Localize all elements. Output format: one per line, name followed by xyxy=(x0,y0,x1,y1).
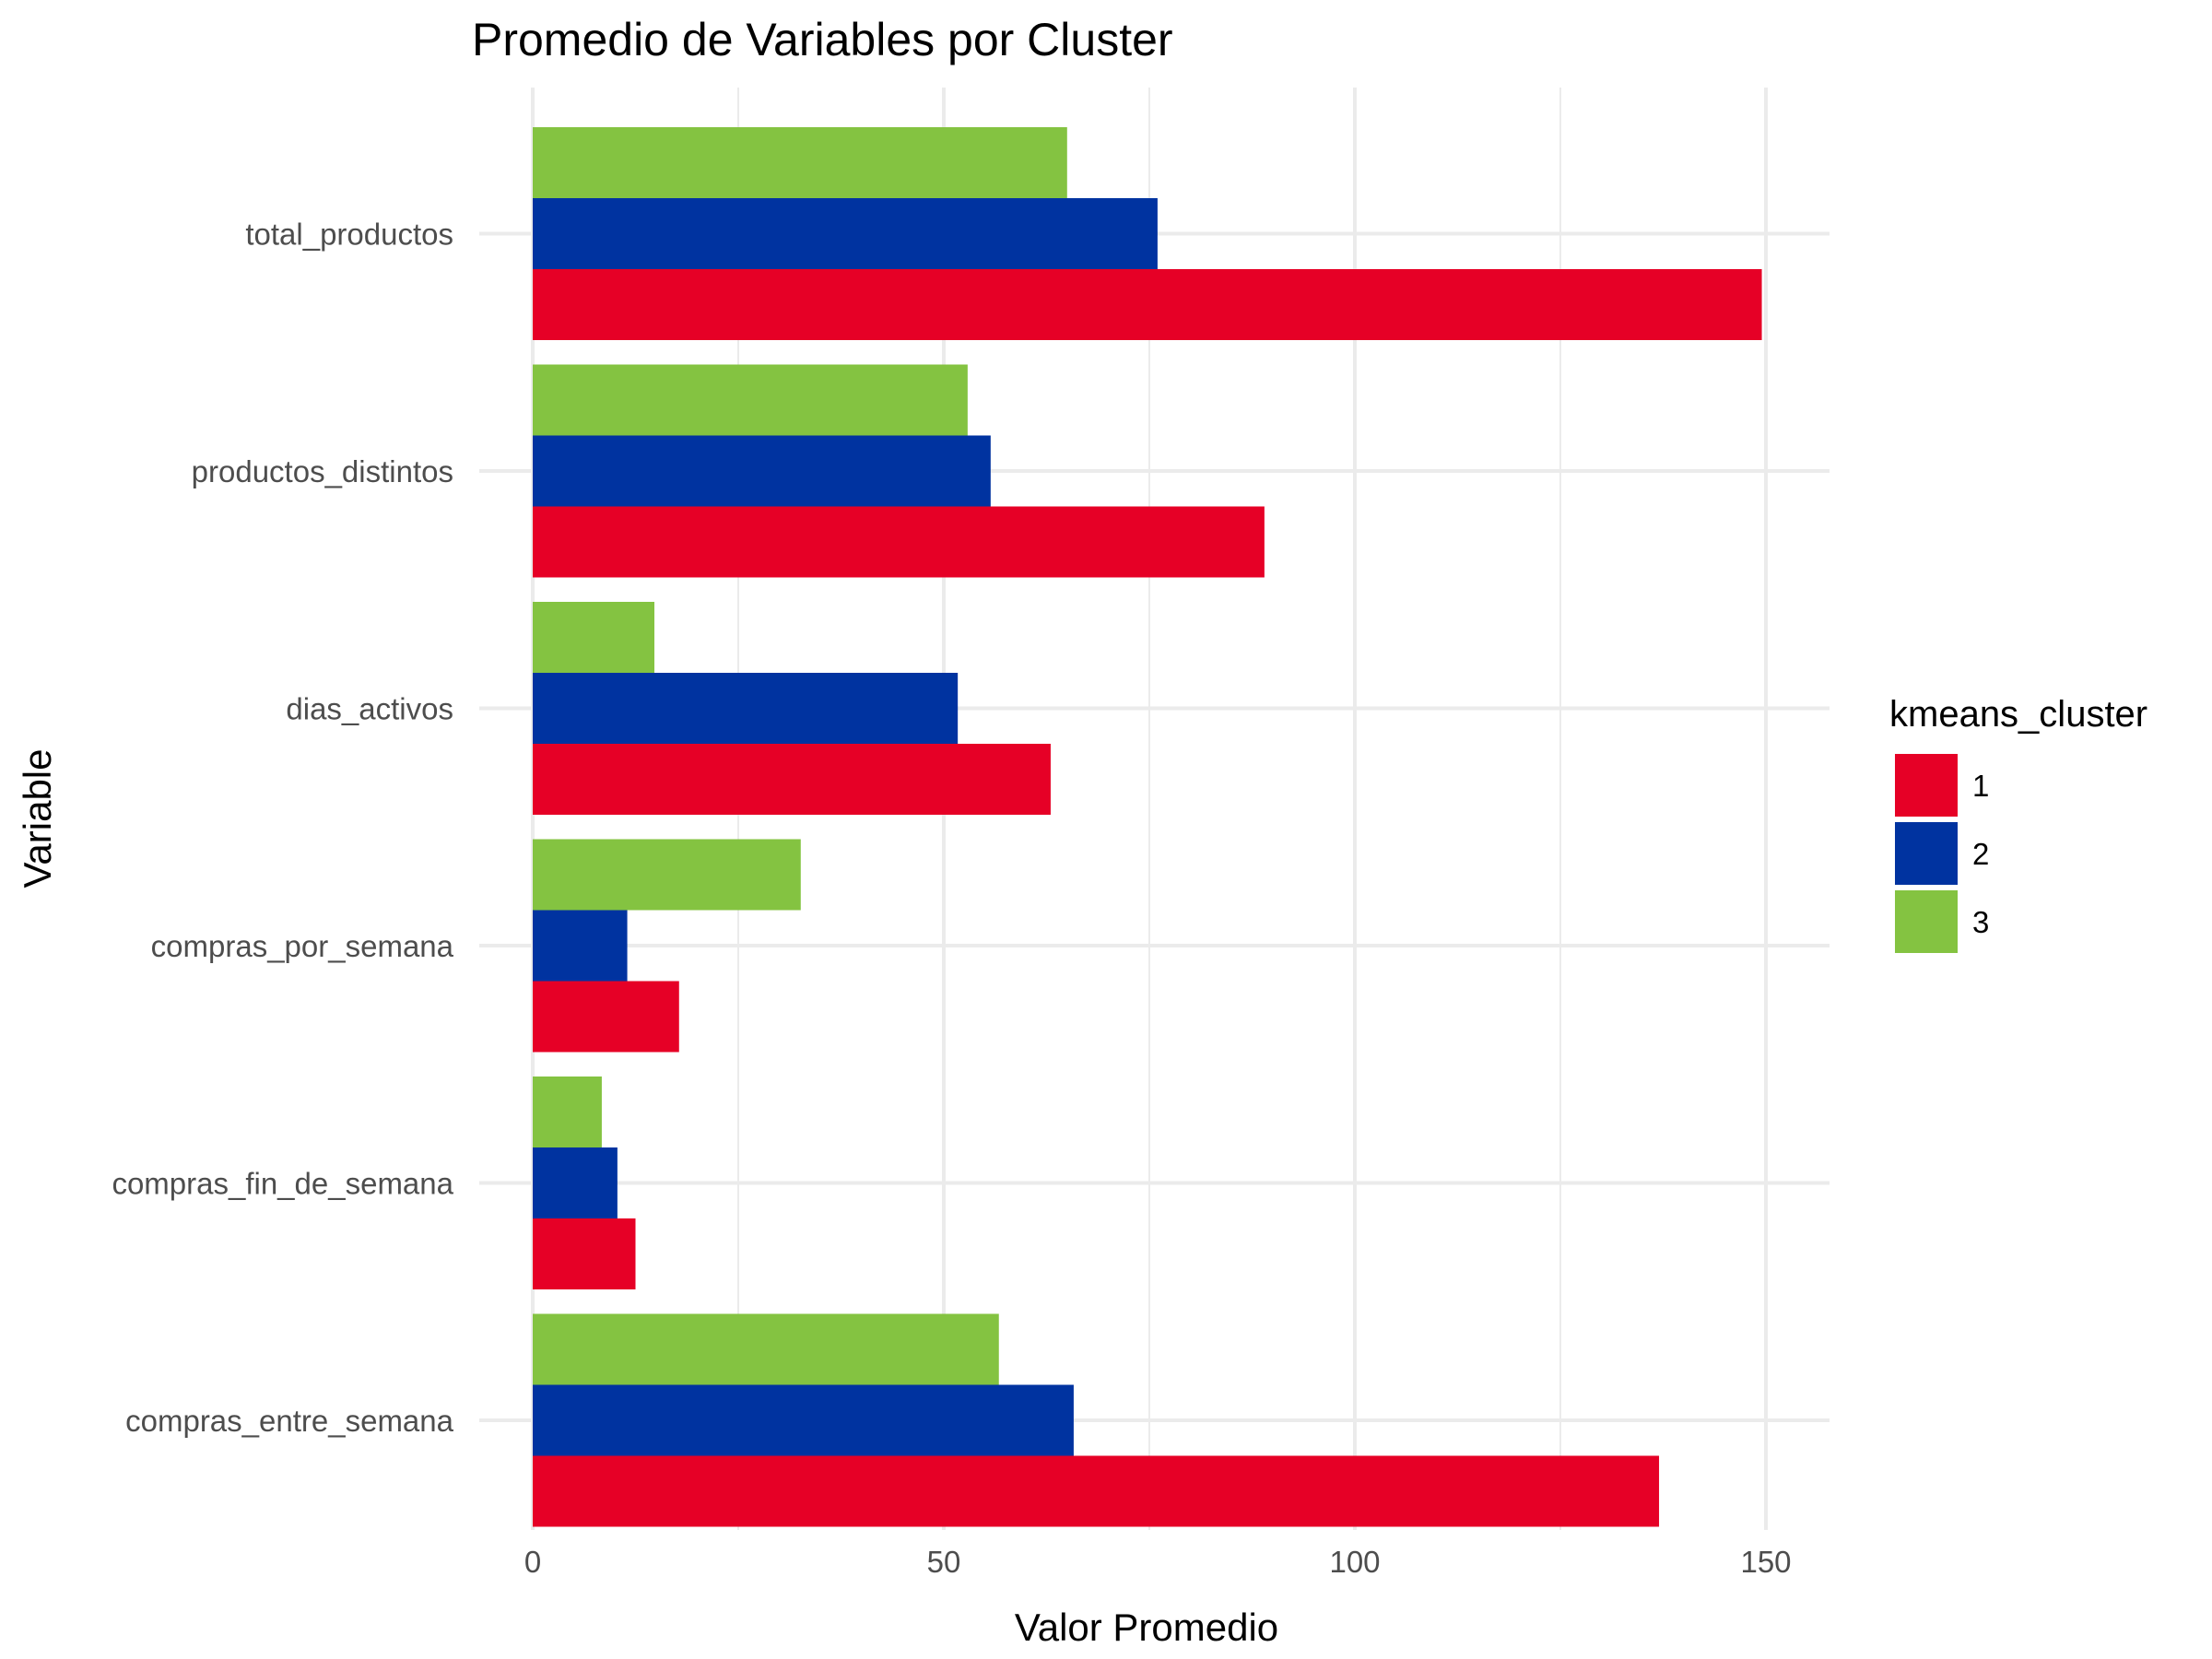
bar-compras_entre_semana-series-1 xyxy=(533,1455,1660,1527)
bar-productos_distintos-series-2 xyxy=(533,435,991,507)
bar-dias_activos-series-3 xyxy=(533,602,655,673)
y-tick-label: compras_entre_semana xyxy=(125,1404,454,1438)
y-tick-label: compras_fin_de_semana xyxy=(112,1167,453,1201)
bar-compras_entre_semana-series-2 xyxy=(533,1384,1074,1456)
bar-compras_por_semana-series-2 xyxy=(533,910,628,982)
chart-title: Promedio de Variables por Cluster xyxy=(472,14,1173,65)
bar-compras_por_semana-series-1 xyxy=(533,981,679,1053)
y-tick-label: compras_por_semana xyxy=(151,929,454,963)
y-axis-title: Variable xyxy=(16,749,59,888)
bar-total_productos-series-3 xyxy=(533,127,1067,198)
y-tick-label: total_productos xyxy=(245,218,453,252)
bar-dias_activos-series-1 xyxy=(533,744,1051,815)
bar-compras_fin_de_semana-series-3 xyxy=(533,1077,602,1147)
x-axis-tick-labels: 0 50 100 150 xyxy=(524,1545,1792,1579)
y-tick-label: productos_distintos xyxy=(192,454,453,488)
bar-compras_entre_semana-series-3 xyxy=(533,1313,999,1385)
legend-swatch-2 xyxy=(1895,822,1958,885)
bar-total_productos-series-1 xyxy=(533,269,1762,340)
bars xyxy=(533,127,1762,1527)
legend-swatch-3 xyxy=(1895,890,1958,953)
legend-title: kmeans_cluster xyxy=(1889,694,2147,735)
bar-dias_activos-series-2 xyxy=(533,673,959,744)
x-tick-label: 150 xyxy=(1740,1545,1791,1579)
bar-productos_distintos-series-1 xyxy=(533,506,1265,578)
y-tick-label: dias_activos xyxy=(286,692,453,726)
bar-compras_por_semana-series-3 xyxy=(533,839,801,911)
y-axis-tick-labels: total_productos productos_distintos dias_a… xyxy=(112,218,453,1439)
legend-label-1: 1 xyxy=(1972,769,1989,803)
x-tick-label: 100 xyxy=(1329,1545,1380,1579)
legend: kmeans_cluster 1 2 3 xyxy=(1889,694,2147,953)
bar-total_productos-series-2 xyxy=(533,198,1158,269)
legend-swatch-1 xyxy=(1895,754,1958,817)
x-tick-label: 0 xyxy=(524,1545,541,1579)
bar-compras_fin_de_semana-series-2 xyxy=(533,1147,618,1218)
legend-label-3: 3 xyxy=(1972,905,1989,939)
legend-label-2: 2 xyxy=(1972,837,1989,871)
x-tick-label: 50 xyxy=(927,1545,961,1579)
bar-compras_fin_de_semana-series-1 xyxy=(533,1218,636,1289)
x-axis-title: Valor Promedio xyxy=(1015,1606,1278,1649)
bar-productos_distintos-series-3 xyxy=(533,364,968,436)
